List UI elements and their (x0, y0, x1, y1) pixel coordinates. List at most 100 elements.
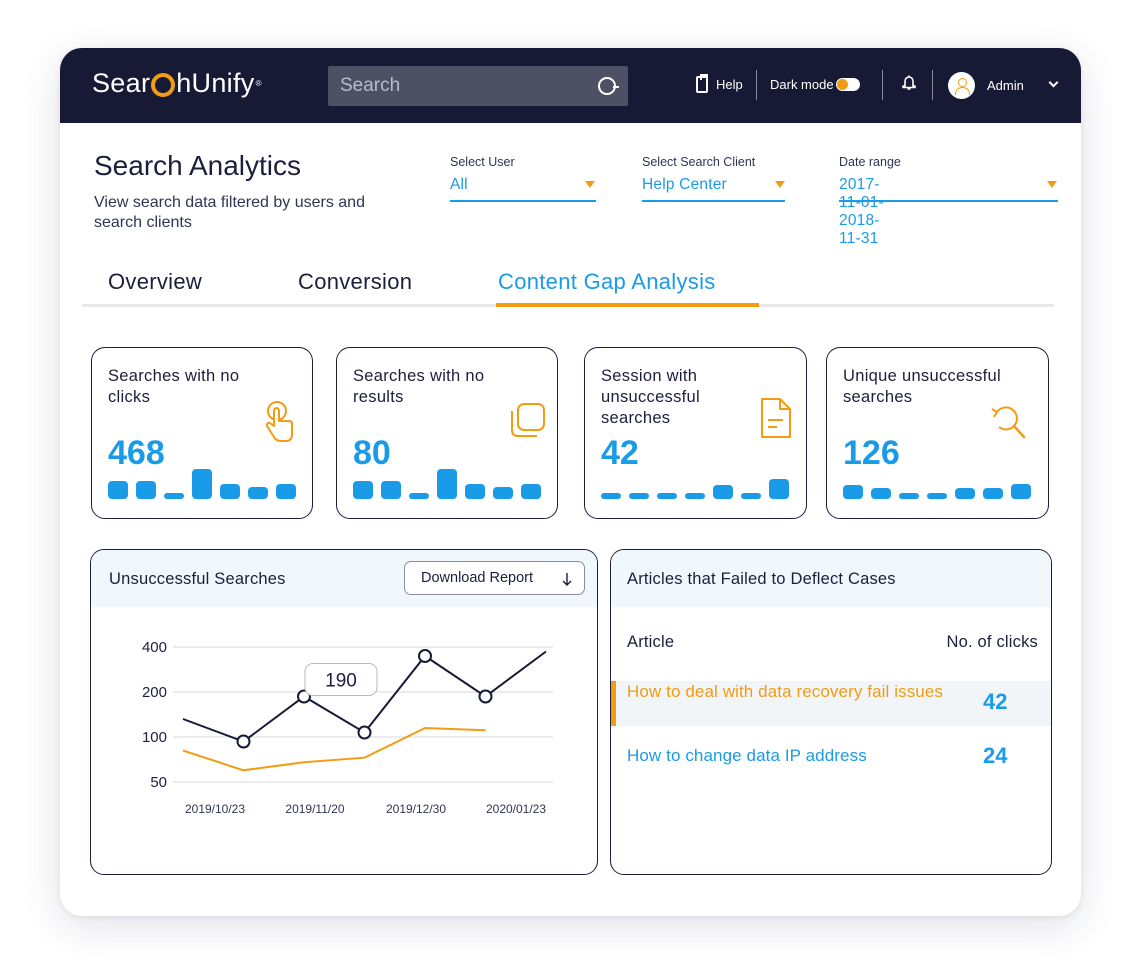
kpi-card-unique-unsuccessful[interactable]: Unique unsuccessful searches 126 (826, 347, 1049, 519)
kpi-card-sparkbars (353, 469, 541, 499)
secondary-series-line (182, 726, 486, 772)
date-range-label: Date range (839, 155, 901, 169)
active-tab-indicator (496, 303, 759, 307)
caret-down-icon[interactable] (585, 181, 595, 188)
y-tick-label: 50 (150, 774, 167, 791)
user-filter-value[interactable]: All (450, 176, 468, 193)
panel-title: Unsuccessful Searches (109, 570, 286, 588)
user-filter[interactable]: Select User All (450, 155, 596, 202)
download-report-button[interactable]: Download Report (404, 561, 585, 595)
bell-icon[interactable] (902, 75, 916, 91)
spark-bar (248, 487, 268, 499)
top-navigation-bar: Sear hUnify® Help Dark mode Admin (60, 48, 1081, 123)
copy-icon (511, 403, 545, 437)
spark-bar (769, 479, 789, 499)
spark-bar (381, 481, 401, 499)
download-report-label: Download Report (421, 570, 534, 586)
spark-bar (657, 493, 677, 499)
searchunify-logo[interactable]: Sear hUnify ® (92, 68, 262, 99)
search-refresh-icon (991, 406, 1026, 439)
user-filter-label: Select User (450, 155, 515, 169)
article-link[interactable]: How to deal with data recovery fail issu… (627, 682, 944, 701)
article-click-count: 24 (983, 743, 1008, 768)
spark-bar (164, 493, 184, 499)
tab-overview[interactable]: Overview (108, 269, 203, 294)
x-tick-label: 2019/12/30 (386, 802, 446, 816)
kpi-card-title: Session with unsuccessful searches (601, 367, 700, 427)
spark-bar (685, 493, 705, 499)
user-avatar-icon[interactable] (948, 72, 975, 99)
page-subtitle: View search data filtered by users and s… (94, 194, 365, 231)
kpi-card-title: Unique unsuccessful searches (843, 367, 1001, 406)
spark-bar (276, 484, 296, 499)
search-client-filter-value[interactable]: Help Center (642, 176, 727, 193)
help-label: Help (716, 77, 743, 92)
search-icon[interactable] (598, 77, 619, 95)
data-point-marker (357, 725, 372, 740)
search-client-filter-underline (642, 200, 785, 202)
x-tick-label: 2019/10/23 (185, 802, 245, 816)
user-name[interactable]: Admin (987, 78, 1024, 93)
date-range-value[interactable]: 2017-11-01-2018-11-31 (839, 176, 884, 247)
value-tooltip (304, 663, 378, 696)
value-tooltip-label: 190 (325, 671, 357, 692)
kpi-card-sparkbars (601, 469, 789, 499)
spark-bar (629, 493, 649, 499)
search-client-filter[interactable]: Select Search Client Help Center (642, 155, 785, 202)
row-highlight-marker (611, 681, 616, 726)
document-icon (761, 398, 791, 438)
spark-bar (871, 488, 891, 499)
search-input[interactable] (328, 66, 588, 106)
x-tick-label: 2019/11/20 (285, 802, 344, 816)
y-tick-label: 200 (142, 684, 167, 701)
clicks-column-header: No. of clicks (946, 633, 1038, 651)
kpi-card-title: Searches with no results (353, 367, 485, 406)
kpi-card-unsuccessful-sessions[interactable]: Session with unsuccessful searches 42 (584, 347, 807, 519)
arrow-down-icon (562, 573, 572, 586)
kpi-card-title: Searches with no clicks (108, 367, 240, 406)
kpi-card-no-results[interactable]: Searches with no results 80 (336, 347, 558, 519)
spark-bar (353, 481, 373, 499)
panel-title: Articles that Failed to Deflect Cases (627, 570, 896, 588)
spark-bar (521, 484, 541, 499)
spark-bar (1011, 484, 1031, 499)
article-click-count: 42 (983, 689, 1008, 714)
dark-mode-control: Dark mode (770, 77, 860, 92)
x-tick-label: 2020/01/23 (486, 802, 546, 816)
data-point-marker (478, 689, 493, 704)
panel-header (611, 550, 1051, 607)
spark-bar (601, 493, 621, 499)
data-point-marker (418, 649, 432, 663)
search-bar (328, 66, 628, 106)
logo-text-end: hUnify (176, 68, 255, 98)
tap-hand-icon (266, 401, 293, 442)
app-window: Sear hUnify® Help Dark mode Admin Search … (60, 48, 1081, 916)
spark-bar (192, 469, 212, 499)
dark-mode-toggle[interactable] (835, 78, 860, 91)
tab-conversion[interactable]: Conversion (298, 269, 413, 294)
spark-bar (493, 487, 513, 499)
kpi-card-sparkbars (843, 469, 1031, 499)
caret-down-icon[interactable] (775, 181, 785, 188)
kpi-card-value: 42 (601, 434, 639, 472)
date-range-filter[interactable]: Date range 2017-11-01-2018-11-31 (839, 155, 1058, 247)
spark-bar (927, 493, 947, 499)
kpi-card-sparkbars (108, 469, 296, 499)
unsuccessful-searches-line-chart: 400 200 100 50 2019/10/23 2019/11/20 2019/12/3… (142, 639, 553, 816)
kpi-card-no-clicks[interactable]: Searches with no clicks 468 (91, 347, 313, 519)
failed-articles-panel: Articles that Failed to Deflect Cases Ar… (610, 549, 1052, 875)
divider (932, 70, 933, 100)
y-tick-label: 400 (142, 639, 167, 656)
spark-bar (465, 484, 485, 499)
search-client-filter-label: Select Search Client (642, 155, 756, 169)
article-column-header: Article (627, 633, 675, 651)
date-range-underline (839, 200, 1058, 202)
registered-mark: ® (255, 79, 262, 88)
help-button[interactable]: Help (696, 74, 743, 93)
article-link[interactable]: How to change data IP address (627, 746, 867, 765)
caret-down-icon[interactable] (1047, 181, 1057, 188)
tab-content-gap-analysis[interactable]: Content Gap Analysis (498, 269, 716, 294)
chevron-down-icon[interactable] (1048, 77, 1059, 88)
spark-bar (437, 469, 457, 499)
divider (756, 70, 757, 100)
